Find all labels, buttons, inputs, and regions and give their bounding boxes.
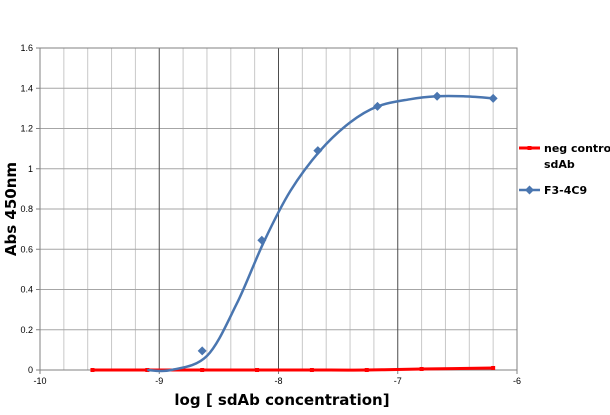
legend-item-f3-4c9: F3-4C9 <box>519 184 587 197</box>
x-tick-label: -8 <box>274 376 282 386</box>
data-point-neg-control-sdab <box>90 368 95 372</box>
x-tick-label: -7 <box>394 376 402 386</box>
data-point-neg-control-sdab <box>364 368 369 372</box>
y-tick-label: 0 <box>28 365 33 375</box>
y-tick-label: 1.6 <box>20 43 33 53</box>
y-tick-label: 0.2 <box>20 325 33 335</box>
legend-item-neg-control-sdab: neg control sdAb <box>519 142 610 171</box>
data-point-f3-4c9 <box>488 93 498 103</box>
x-axis-ticks: -10 -9 -8 -7 -6 <box>33 370 521 386</box>
data-point-f3-4c9 <box>313 146 323 156</box>
y-tick-label: 0.4 <box>20 285 33 295</box>
legend-label: F3-4C9 <box>544 184 587 197</box>
legend-label: sdAb <box>544 158 575 171</box>
data-point-f3-4c9 <box>257 235 267 245</box>
y-axis-title: Abs 450nm <box>2 162 20 256</box>
legend-marker <box>527 146 532 150</box>
data-point-neg-control-sdab <box>255 368 260 372</box>
y-tick-label: 0.6 <box>20 244 33 254</box>
data-point-neg-control-sdab <box>200 368 205 372</box>
data-point-f3-4c9 <box>372 101 382 111</box>
y-tick-label: 1.4 <box>20 83 33 93</box>
y-tick-label: 0.8 <box>20 204 33 214</box>
series-layer <box>90 91 498 373</box>
y-axis-ticks: 0 0.2 0.4 0.6 0.8 1 1.2 1.4 1.6 <box>20 43 40 375</box>
y-tick-label: 1.2 <box>20 124 33 134</box>
data-point-f3-4c9 <box>432 91 442 101</box>
x-tick-label: -10 <box>33 376 46 386</box>
legend: neg control sdAb F3-4C9 <box>519 142 610 197</box>
x-tick-label: -6 <box>513 376 521 386</box>
data-point-neg-control-sdab <box>419 366 424 371</box>
x-tick-label: -9 <box>155 376 163 386</box>
legend-label: neg control <box>544 142 610 155</box>
series-f3-4c9 <box>147 91 498 373</box>
x-axis-title: log [ sdAb concentration] <box>174 391 389 409</box>
data-point-f3-4c9 <box>197 346 207 356</box>
legend-marker <box>525 185 534 195</box>
data-point-neg-control-sdab <box>491 365 496 370</box>
y-tick-label: 1 <box>28 164 33 174</box>
data-point-neg-control-sdab <box>309 368 314 372</box>
